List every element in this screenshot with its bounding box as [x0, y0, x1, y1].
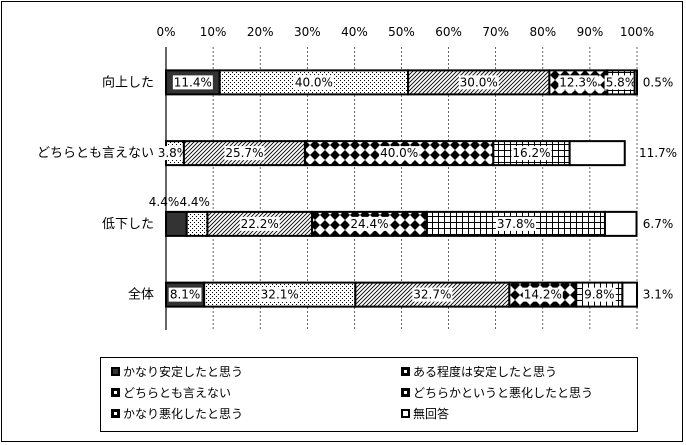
x-tick-label: 100%	[620, 25, 654, 39]
data-label-bg	[224, 146, 265, 161]
legend-item: どちらとも言えない	[111, 382, 231, 402]
category-label: どちらとも言えない	[37, 146, 154, 161]
x-tick-label: 10%	[200, 25, 227, 39]
data-label: 8.1%	[170, 288, 201, 302]
data-label: 11.4%	[174, 75, 212, 89]
x-tick-label: 70%	[482, 25, 509, 39]
legend-item: かなり安定したと思う	[111, 361, 243, 381]
legend-swatch	[401, 408, 410, 418]
data-label: 25.7%	[225, 146, 263, 160]
data-label-bg	[522, 287, 563, 302]
legend-label: どちらとも言えない	[123, 385, 232, 400]
x-tick-label: 80%	[529, 25, 556, 39]
data-label: 6.7%	[643, 217, 674, 231]
legend-swatch	[111, 366, 120, 376]
category-label: 低下した	[102, 217, 154, 232]
bar-segment	[568, 140, 626, 167]
data-label-bg	[239, 216, 280, 231]
data-label: 40.0%	[380, 146, 418, 160]
x-tick-label: 0%	[156, 25, 175, 39]
data-label-bg	[259, 287, 300, 302]
data-label: 22.2%	[241, 217, 279, 231]
x-tick-label: 90%	[577, 25, 604, 39]
data-label: 32.1%	[261, 288, 299, 302]
data-label-bg	[293, 75, 334, 90]
legend-swatch	[111, 387, 120, 397]
data-label-bg	[156, 146, 190, 161]
data-label: 14.2%	[524, 288, 562, 302]
legend-swatch	[401, 366, 410, 376]
bar-segment	[603, 210, 638, 237]
legend-label: かなり安定したと思う	[123, 364, 244, 379]
data-label: 32.7%	[413, 288, 451, 302]
legend-label: 無回答	[413, 406, 450, 421]
data-label-bg	[511, 146, 552, 161]
legend-item: かなり悪化したと思う	[111, 403, 243, 423]
data-label-bg	[168, 287, 202, 302]
data-label-bg	[582, 287, 616, 302]
data-label-bg	[379, 146, 420, 161]
bar-segment	[185, 210, 209, 237]
legend-item: 無回答	[401, 403, 449, 423]
data-label: 0.5%	[643, 75, 674, 89]
legend-label: かなり悪化したと思う	[123, 406, 244, 421]
data-label: 3.8%	[158, 146, 189, 160]
legend-item: ある程度は安定したと思う	[401, 361, 557, 381]
bar-segment	[165, 210, 188, 237]
data-label-bg	[172, 75, 213, 90]
category-label: 全体	[128, 287, 154, 303]
legend-item: どちらかというと悪化したと思う	[401, 382, 593, 402]
data-label: 24.4%	[350, 217, 388, 231]
data-label-bg	[604, 75, 638, 90]
bar-segment	[621, 281, 638, 308]
x-tick-label: 60%	[435, 25, 462, 39]
data-label: 40.0%	[295, 75, 333, 89]
category-label: 向上した	[102, 74, 154, 90]
data-label-bg	[495, 216, 536, 231]
data-label: 4.4%	[179, 195, 210, 209]
data-label-bg	[349, 216, 390, 231]
stacked-bar-chart: 0% 10% 20% 30% 40% 50% 60% 70% 80% 90% 100% 向上したどち…	[37, 25, 677, 330]
data-label: 5.8%	[606, 75, 637, 89]
data-label: 16.2%	[512, 146, 550, 160]
data-label: 4.4%	[149, 195, 180, 209]
data-label: 11.7%	[639, 146, 677, 160]
data-label: 12.3%	[559, 75, 597, 89]
legend-swatch	[111, 408, 120, 418]
x-tick-label: 20%	[247, 25, 274, 39]
data-label: 3.1%	[643, 288, 674, 302]
data-label: 9.8%	[584, 288, 615, 302]
x-tick-label: 30%	[294, 25, 321, 39]
legend-label: どちらかというと悪化したと思う	[413, 385, 594, 400]
data-label-bg	[458, 75, 499, 90]
legend-swatch	[401, 387, 410, 397]
legend-label: ある程度は安定したと思う	[413, 364, 558, 379]
data-label: 30.0%	[460, 75, 498, 89]
bar-segment	[633, 69, 639, 96]
data-label-bg	[412, 287, 453, 302]
x-tick-label: 50%	[388, 25, 415, 39]
x-tick-label: 40%	[341, 25, 368, 39]
data-label: 37.8%	[497, 217, 535, 231]
legend: かなり安定したと思う ある程度は安定したと思うどちらとも言えない どちらかというと悪…	[100, 357, 638, 432]
data-label-bg	[558, 75, 599, 90]
